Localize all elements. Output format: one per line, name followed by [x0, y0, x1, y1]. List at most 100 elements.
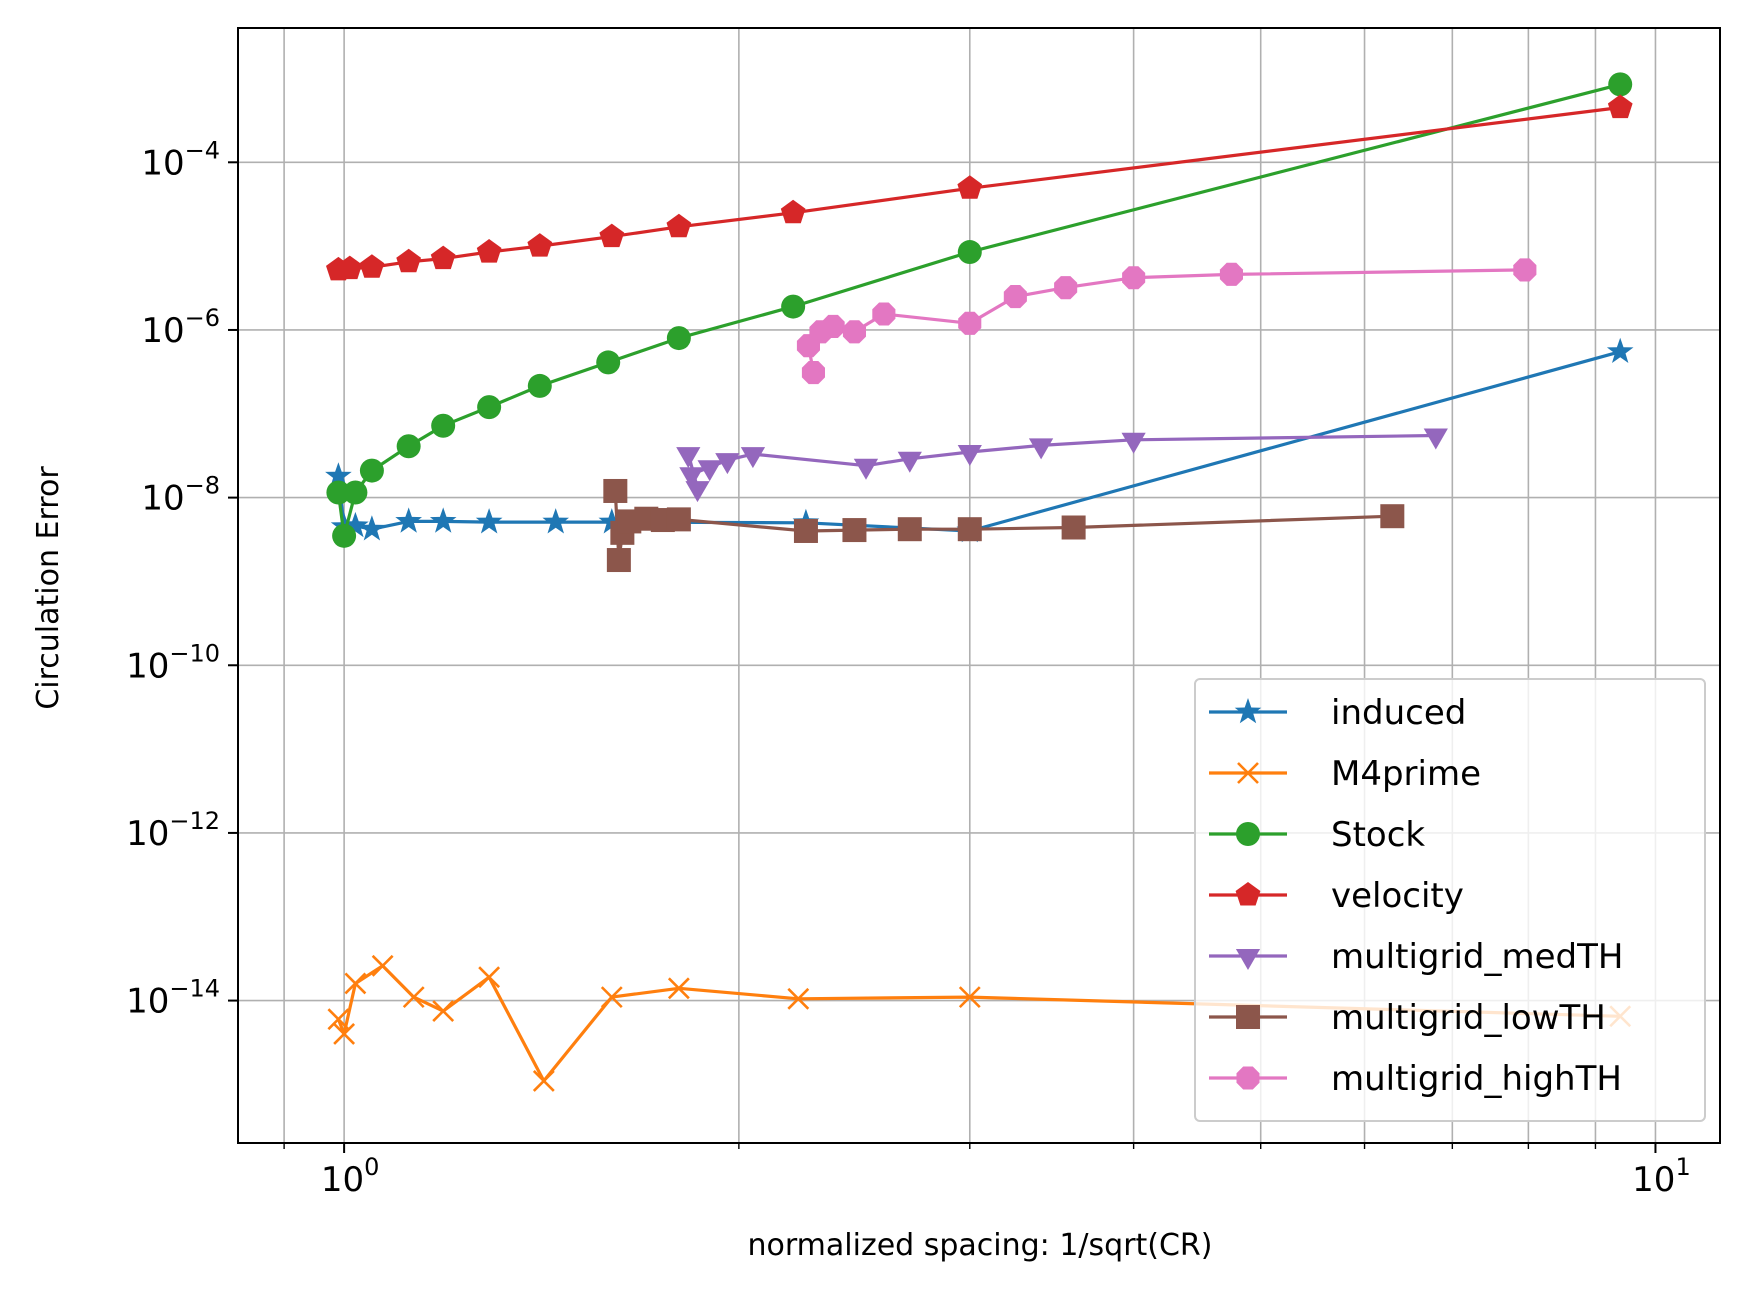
data-point-Stock: [1608, 72, 1633, 97]
data-point-velocity: [476, 239, 502, 263]
data-point-multigrid_lowTH: [793, 518, 818, 543]
data-point-velocity: [527, 233, 553, 257]
legend-label: M4prime: [1331, 754, 1481, 794]
data-point-multigrid_lowTH: [1061, 515, 1086, 540]
data-point-M4prime: [958, 986, 981, 1009]
data-point-velocity: [337, 255, 363, 280]
data-point-velocity: [780, 199, 806, 224]
data-point-M4prime: [344, 972, 367, 995]
x-axis-label: normalized spacing: 1/sqrt(CR): [748, 1228, 1213, 1263]
data-point-M4prime: [787, 987, 810, 1010]
data-point-induced: [395, 507, 422, 533]
data-point-M4prime: [478, 966, 501, 989]
data-point-multigrid_medTH: [957, 445, 982, 466]
data-point-multigrid_medTH: [740, 447, 766, 469]
data-point-multigrid_lowTH: [603, 478, 628, 503]
data-point-Stock: [596, 350, 621, 375]
data-point-multigrid_medTH: [1028, 438, 1054, 460]
data-point-induced: [1606, 337, 1634, 363]
data-point-multigrid_highTH: [801, 361, 825, 385]
y-tick-label: 10−10: [126, 639, 220, 686]
data-point-multigrid_lowTH: [606, 548, 631, 573]
y-tick-label: 10−4: [141, 136, 220, 183]
legend-marker: [1235, 882, 1261, 906]
data-point-Stock: [666, 326, 691, 351]
legend-marker: [1236, 1005, 1260, 1029]
series-layer: [325, 72, 1634, 1092]
data-point-Stock: [359, 458, 384, 483]
data-point-induced: [325, 462, 352, 488]
data-point-velocity: [359, 254, 385, 278]
legend-marker: [1236, 1066, 1260, 1090]
data-point-induced: [429, 507, 457, 533]
legend-marker: [1234, 698, 1262, 724]
legend-item-induced: induced: [1209, 693, 1466, 733]
data-point-Stock: [781, 294, 806, 319]
legend-box: [1194, 678, 1706, 1122]
legend-label: multigrid_highTH: [1331, 1059, 1622, 1099]
plot-frame: [237, 27, 1721, 1144]
data-point-multigrid_highTH: [1122, 266, 1146, 290]
data-point-multigrid_medTH: [679, 467, 704, 489]
data-point-multigrid_lowTH: [957, 517, 982, 542]
data-point-Stock: [431, 413, 456, 438]
series-multigrid_highTH: [796, 258, 1537, 385]
data-point-multigrid_highTH: [958, 311, 982, 335]
legend-item-Stock: Stock: [1209, 815, 1425, 855]
series-Stock: [326, 72, 1633, 548]
data-point-velocity: [957, 175, 983, 199]
data-point-multigrid_lowTH: [897, 517, 922, 542]
data-point-M4prime: [600, 986, 623, 1009]
data-point-Stock: [332, 523, 357, 548]
data-point-induced: [342, 511, 369, 538]
data-point-Stock: [527, 373, 552, 398]
data-point-M4prime: [532, 1070, 555, 1092]
data-point-induced: [542, 508, 569, 534]
y-tick-label: 10−12: [126, 807, 220, 854]
data-point-multigrid_medTH: [1121, 432, 1146, 454]
data-point-Stock: [477, 395, 502, 420]
y-axis-label: Circulation Error: [31, 466, 66, 710]
data-point-multigrid_medTH: [897, 451, 922, 473]
data-point-multigrid_medTH: [853, 458, 879, 480]
legend-marker: [1237, 762, 1259, 784]
series-multigrid_medTH: [676, 428, 1448, 503]
data-point-multigrid_medTH: [697, 460, 722, 482]
data-point-M4prime: [402, 986, 425, 1009]
data-point-velocity: [599, 223, 625, 248]
data-point-induced: [358, 515, 386, 541]
series-velocity: [326, 94, 1633, 281]
x-tick-label: 100: [321, 1153, 380, 1200]
legend-item-M4prime: M4prime: [1209, 754, 1481, 794]
data-point-multigrid_highTH: [1513, 258, 1537, 282]
data-point-M4prime: [667, 977, 690, 1000]
data-point-induced: [598, 508, 626, 534]
y-tick-label: 10−14: [126, 975, 220, 1022]
series-multigrid_lowTH: [603, 478, 1405, 573]
legend-item-velocity: velocity: [1209, 876, 1464, 916]
legend-label: induced: [1331, 693, 1466, 733]
data-point-M4prime: [327, 1008, 350, 1031]
data-point-multigrid_highTH: [1054, 276, 1078, 300]
legend-label: multigrid_medTH: [1331, 937, 1623, 977]
y-tick-label: 10−8: [141, 472, 220, 519]
data-point-velocity: [396, 248, 421, 273]
data-point-Stock: [326, 480, 351, 505]
data-point-multigrid_highTH: [1003, 285, 1027, 309]
data-point-multigrid_lowTH: [666, 507, 691, 532]
legend-marker: [1236, 822, 1260, 846]
data-point-multigrid_lowTH: [842, 518, 867, 543]
y-tick-label: 10−6: [141, 304, 220, 351]
legend-item-multigrid_lowTH: multigrid_lowTH: [1209, 998, 1606, 1038]
data-point-Stock: [343, 480, 368, 505]
data-point-Stock: [396, 434, 421, 459]
data-point-M4prime: [371, 954, 394, 977]
data-point-velocity: [666, 213, 692, 238]
data-point-M4prime: [432, 1000, 455, 1022]
axis-ticks: 100 101 10−14 10−12 10−10 10−8 10−6 10−4: [126, 136, 1691, 1200]
legend-item-multigrid_highTH: multigrid_highTH: [1209, 1059, 1622, 1099]
legend-label: velocity: [1331, 876, 1464, 916]
legend-label: multigrid_lowTH: [1331, 998, 1606, 1038]
data-point-Stock: [957, 240, 982, 265]
legend: induced M4prime Stock velocity multigrid_med…: [1194, 678, 1706, 1122]
